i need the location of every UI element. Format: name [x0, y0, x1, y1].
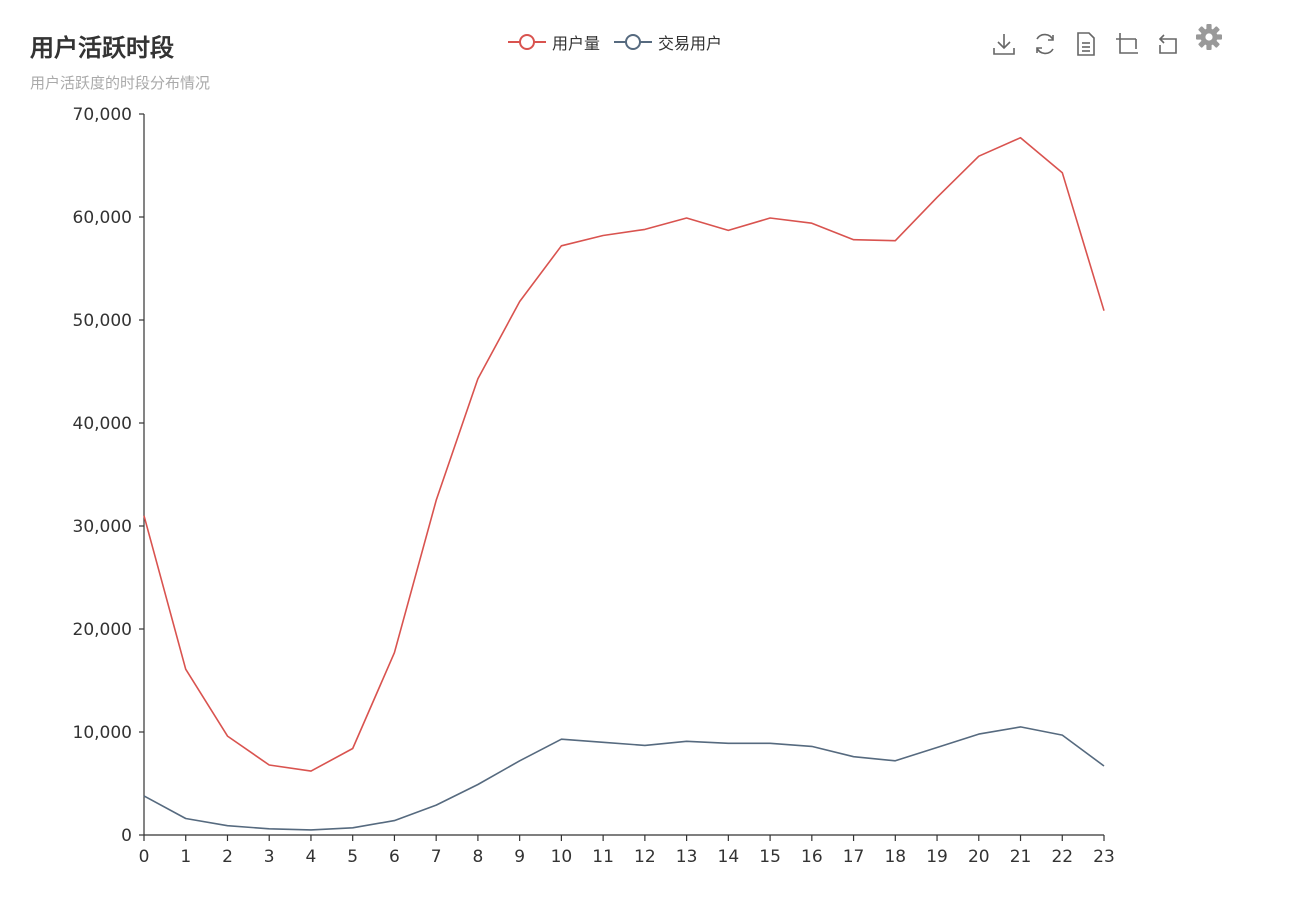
- x-tick-label: 12: [634, 847, 656, 867]
- legend-item-users[interactable]: 用户量: [508, 30, 600, 54]
- y-tick-label: 60,000: [73, 208, 132, 228]
- legend-label: 交易用户: [658, 34, 723, 53]
- x-tick-label: 18: [884, 847, 906, 867]
- legend: 用户量 交易用户: [508, 30, 736, 54]
- x-tick-label: 2: [222, 847, 233, 867]
- x-tick-label: 17: [843, 847, 865, 867]
- x-tick-label: 22: [1051, 847, 1073, 867]
- y-tick-label: 0: [121, 826, 132, 846]
- x-tick-label: 4: [306, 847, 317, 867]
- gear-icon[interactable]: [1195, 23, 1223, 51]
- y-tick-label: 40,000: [73, 414, 132, 434]
- series-line-trading-users: [143, 726, 1105, 831]
- series-line-users: [143, 136, 1105, 772]
- chart-title: 用户活跃时段: [30, 34, 174, 62]
- legend-label: 用户量: [552, 34, 601, 53]
- toolbox: [990, 24, 1223, 64]
- zoom-icon[interactable]: [1113, 30, 1141, 58]
- x-tick-label: 9: [514, 847, 525, 867]
- y-tick-label: 30,000: [73, 517, 132, 537]
- chart-subtitle: 用户活跃度的时段分布情况: [30, 74, 211, 92]
- data-view-icon[interactable]: [1072, 30, 1100, 58]
- x-tick-label: 13: [676, 847, 698, 867]
- x-tick-label: 5: [347, 847, 358, 867]
- y-tick-label: 10,000: [73, 723, 132, 743]
- x-tick-label: 14: [718, 847, 740, 867]
- x-tick-label: 15: [759, 847, 781, 867]
- y-tick-label: 50,000: [73, 311, 132, 331]
- y-tick-label: 20,000: [73, 620, 132, 640]
- legend-line-circle-icon: [614, 34, 653, 50]
- x-tick-label: 8: [472, 847, 483, 867]
- x-tick-label: 10: [551, 847, 573, 867]
- x-tick-label: 16: [801, 847, 823, 867]
- x-tick-label: 3: [264, 847, 275, 867]
- x-tick-label: 7: [431, 847, 442, 867]
- x-tick-label: 19: [926, 847, 948, 867]
- refresh-icon[interactable]: [1031, 30, 1059, 58]
- legend-line-circle-icon: [508, 34, 546, 50]
- y-tick-label: 70,000: [73, 105, 132, 125]
- x-tick-label: 1: [180, 847, 191, 867]
- zoom-reset-icon[interactable]: [1154, 30, 1182, 58]
- x-tick-label: 21: [1010, 847, 1032, 867]
- x-tick-label: 0: [139, 847, 150, 867]
- x-tick-label: 20: [968, 847, 990, 867]
- download-icon[interactable]: [990, 30, 1018, 58]
- legend-item-trading-users[interactable]: 交易用户: [614, 30, 722, 54]
- x-tick-label: 23: [1093, 847, 1115, 867]
- x-tick-label: 6: [389, 847, 400, 867]
- x-tick-label: 11: [592, 847, 614, 867]
